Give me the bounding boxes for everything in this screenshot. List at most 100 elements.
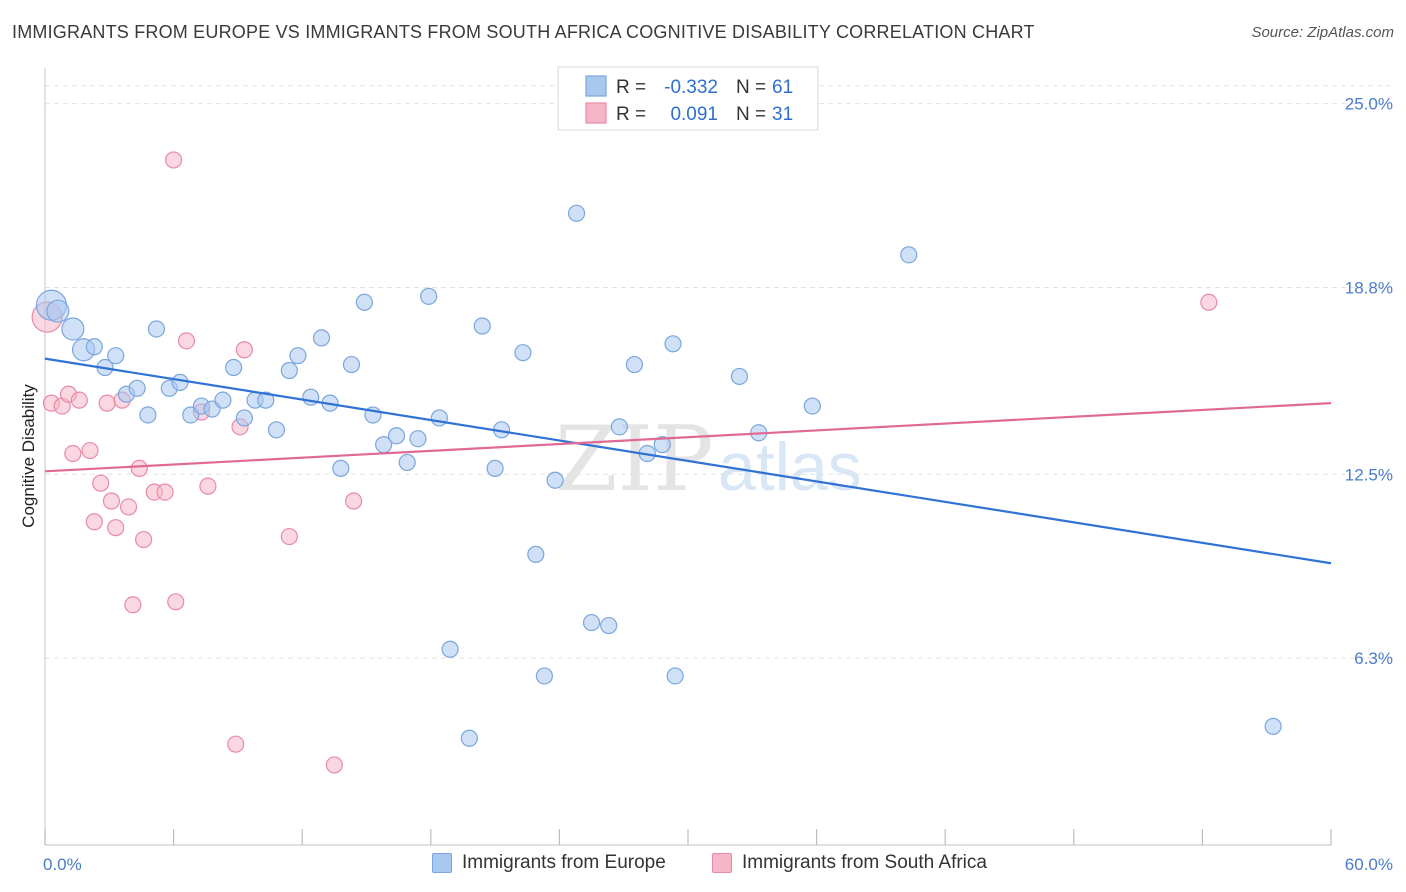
europe-point: [61, 317, 85, 341]
europe-point: [107, 347, 125, 365]
series-legend-south-africa[interactable]: Immigrants from South Africa: [712, 852, 987, 874]
south-africa-point: [177, 332, 196, 350]
y-tick-label: 12.5%: [1345, 465, 1393, 484]
south-africa-trend-line: [44, 402, 1332, 473]
series-legend: Immigrants from Europe Immigrants from S…: [0, 852, 1406, 878]
legend-n-label-europe: N =: [736, 77, 766, 98]
legend-r-value-europe: -0.332: [664, 77, 718, 98]
europe-point: [653, 436, 671, 454]
europe-point: [666, 667, 684, 685]
south-africa-point: [280, 527, 298, 546]
legend-r-label-europe: R =: [616, 77, 646, 98]
grid-lines: [45, 85, 1393, 659]
europe-point: [128, 379, 146, 397]
europe-point: [147, 320, 166, 338]
watermark-atlas: atlas: [718, 429, 862, 505]
europe-point: [567, 204, 586, 222]
europe-point: [441, 640, 459, 658]
europe-point: [235, 409, 253, 427]
south-africa-point: [98, 394, 116, 412]
europe-point: [225, 358, 243, 377]
europe-point: [473, 317, 491, 335]
south-africa-point: [107, 519, 125, 537]
europe-point: [289, 347, 307, 365]
y-axis-label: Cognitive Disability: [19, 384, 38, 528]
legend-n-label-south-africa: N =: [736, 104, 766, 125]
south-africa-point: [70, 391, 88, 409]
europe-point: [409, 430, 427, 448]
europe-point: [420, 287, 438, 305]
south-africa-points: [31, 151, 1218, 774]
south-africa-point: [199, 477, 217, 495]
south-africa-point: [156, 483, 174, 501]
europe-point: [803, 397, 821, 415]
europe-point: [46, 299, 70, 323]
europe-points: [35, 204, 1282, 747]
trend-lines: [44, 357, 1332, 565]
y-tick-labels: 6.3% 12.5% 18.8% 25.0%: [1345, 95, 1393, 669]
europe-point: [430, 409, 448, 427]
europe-point: [85, 338, 103, 356]
europe-point: [514, 344, 532, 362]
series-legend-europe[interactable]: Immigrants from Europe: [432, 852, 666, 874]
europe-point: [355, 293, 373, 311]
south-africa-point: [130, 459, 148, 477]
europe-point: [214, 391, 232, 409]
europe-point: [139, 406, 157, 424]
europe-point: [398, 453, 416, 472]
south-africa-point: [124, 596, 142, 614]
series-legend-south-africa-label: Immigrants from South Africa: [742, 852, 987, 873]
europe-point: [610, 418, 629, 436]
y-tick-label: 18.8%: [1345, 278, 1393, 297]
x-tick-marks: [44, 829, 1332, 845]
south-africa-point: [92, 474, 110, 492]
europe-point: [486, 459, 504, 477]
south-africa-point: [227, 735, 245, 753]
legend-n-value-europe: 61: [772, 77, 793, 98]
europe-point: [900, 246, 918, 264]
south-africa-point: [81, 441, 99, 460]
europe-point: [664, 335, 682, 353]
europe-point: [527, 545, 545, 563]
x-tick-label-min: 0.0%: [43, 855, 82, 874]
series-legend-europe-label: Immigrants from Europe: [462, 852, 666, 873]
europe-point: [546, 471, 564, 489]
europe-point: [280, 361, 298, 380]
south-africa-point: [64, 444, 82, 463]
europe-point: [257, 391, 275, 409]
correlation-legend: R = -0.332 N = 61 R = 0.091 N = 31: [557, 66, 819, 131]
europe-point: [1264, 717, 1282, 735]
chart-title: IMMIGRANTS FROM EUROPE VS IMMIGRANTS FRO…: [12, 22, 1035, 42]
europe-point: [342, 355, 361, 374]
south-africa-point: [235, 341, 253, 359]
south-africa-point: [345, 492, 363, 510]
europe-point: [625, 355, 644, 374]
europe-point: [535, 667, 553, 685]
legend-r-label-south-africa: R =: [616, 104, 646, 125]
europe-point: [312, 329, 331, 347]
europe-point: [267, 421, 286, 439]
south-africa-point: [325, 756, 343, 774]
europe-point: [332, 459, 350, 477]
europe-point: [171, 373, 189, 391]
legend-swatch-europe: [585, 75, 607, 97]
y-tick-label: 6.3%: [1354, 649, 1393, 668]
watermark-zip: ZIP: [555, 407, 714, 512]
south-africa-point: [85, 513, 103, 531]
y-tick-label: 25.0%: [1345, 95, 1393, 114]
south-africa-point: [134, 530, 153, 549]
source-credit: Source: ZipAtlas.com: [1251, 24, 1394, 41]
south-africa-point: [167, 593, 185, 611]
south-africa-point: [102, 492, 121, 510]
europe-swatch: [432, 853, 452, 873]
legend-swatch-south-africa: [585, 102, 607, 124]
europe-point: [730, 367, 749, 386]
south-africa-point: [119, 498, 138, 516]
europe-point: [582, 613, 601, 632]
legend-n-value-south-africa: 31: [772, 104, 793, 125]
legend-r-value-south-africa: 0.091: [670, 104, 718, 125]
south-africa-point: [1200, 293, 1218, 311]
europe-point: [387, 427, 406, 445]
europe-point: [600, 616, 618, 635]
